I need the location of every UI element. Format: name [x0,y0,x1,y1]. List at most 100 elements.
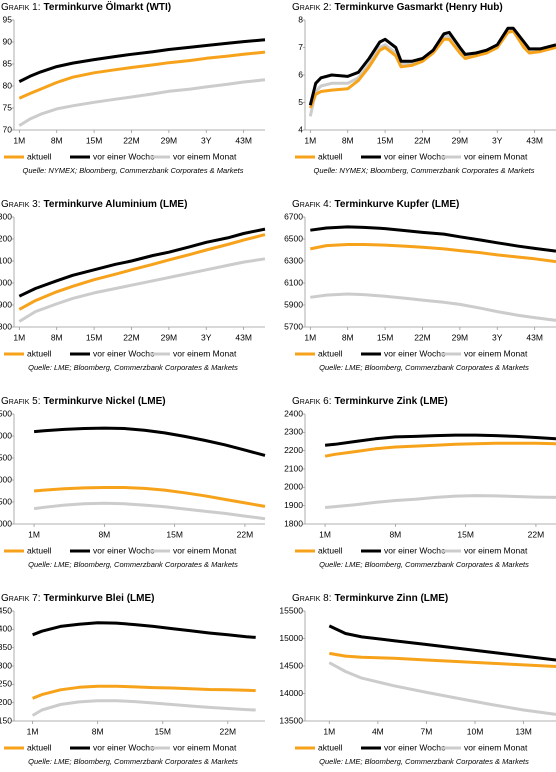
y-tick-label: 2000 [0,277,12,287]
x-tick-label: 3Y [201,135,212,145]
series-line [18,38,266,83]
y-tick-label: 14500 [279,660,303,670]
legend-label: vor einer Woche [384,742,446,752]
chart-label: Grafik 2: [292,2,332,13]
x-tick-label: 1M [304,135,316,145]
series-line [328,661,556,716]
chart: Grafik 5:Terminkurve Nickel (LME) 17000 17… [0,396,266,569]
y-tick-label: 15500 [279,605,303,615]
chart: Grafik 4: Terminkurve Kupfer (LME) 5700 590… [284,199,556,372]
y-tick-label: 6 [298,69,303,79]
y-tick-label: 15000 [279,633,303,643]
source-note: Quelle: LME; Bloomberg, Commerzbank Corp… [319,757,529,766]
legend-label: aktuell [27,151,52,161]
x-tick-label: 29M [452,332,469,342]
legend-label: aktuell [318,545,343,555]
y-tick-label: 70 [3,124,13,134]
series-line [309,243,556,264]
x-tick-label: 15M [86,332,103,342]
chart-title: Grafik 3: Terminkurve Aluminium (LME) [1,199,187,210]
y-tick-label: 2300 [0,211,12,221]
x-tick-label: 8M [51,332,63,342]
legend-label: vor einem Monat [464,742,528,752]
x-tick-label: 29M [161,135,178,145]
x-tick-label: 3Y [492,135,503,145]
y-tick-label: 90 [3,36,13,46]
chart-title-text: Terminkurve Zink (LME) [335,396,448,407]
series-line [33,426,266,457]
y-tick-label: 2400 [0,624,12,634]
x-tick-label: 22M [123,135,140,145]
y-tick-label: 5 [298,97,303,107]
series-line [324,441,556,458]
series-line [310,225,556,253]
x-tick-label: 22M [123,332,140,342]
y-tick-label: 6300 [284,255,303,265]
x-tick-label: 43M [526,135,543,145]
legend-label: vor einer Woche [93,742,155,752]
y-tick-label: 18000 [0,474,12,484]
series-line [31,699,256,717]
y-tick-label: 2350 [0,642,12,652]
y-tick-label: 6700 [284,211,303,221]
legend-label: aktuell [318,742,343,752]
y-tick-label: 2200 [0,697,12,707]
y-tick-label: 6100 [284,277,303,287]
chart-title-text: Terminkurve Ölmarkt (WTI) [44,0,172,13]
x-tick-label: 1M [28,529,40,539]
x-tick-label: 1M [304,332,316,342]
legend-label: vor einer Woche [93,348,155,358]
series-line [18,78,266,127]
chart-title: Grafik 2: Terminkurve Gasmarkt (Henry Hub… [292,2,503,13]
x-tick-label: 8M [92,726,104,736]
legend-label: aktuell [27,742,52,752]
legend-label: vor einer Woche [384,151,446,161]
chart-title: Grafik 8: Terminkurve Zinn (LME) [292,593,448,604]
y-tick-label: 13500 [279,715,303,725]
x-tick-label: 15M [457,529,474,539]
y-tick-label: 2000 [284,482,303,492]
chart: Grafik 7:Terminkurve Blei (LME) 2150 2200 2… [0,593,265,766]
x-tick-label: 7M [421,726,433,736]
series-line [32,684,256,700]
chart-title: Grafik 5: Terminkurve Nickel (LME) [1,396,166,407]
series-line [18,227,266,298]
legend-label: vor einem Monat [173,545,237,555]
legend-label: aktuell [318,348,343,358]
y-tick-label: 1900 [0,299,12,309]
source-note: Quelle: LME; Bloomberg, Commerzbank Corp… [28,363,238,372]
y-tick-label: 7 [298,42,303,52]
y-tick-label: 1800 [284,518,303,528]
x-tick-label: 15M [377,332,394,342]
x-tick-label: 3Y [492,332,503,342]
chart-title: Grafik 6: Terminkurve Zink (LME) [292,396,448,407]
y-tick-label: 2400 [284,408,303,418]
chart-title-text: Terminkurve Blei (LME) [44,593,155,604]
legend-label: vor einem Monat [464,545,528,555]
series-line [33,486,266,508]
series-line [308,29,556,109]
legend-label: aktuell [318,151,343,161]
y-tick-label: 2100 [0,255,12,265]
y-tick-label: 95 [3,14,13,24]
x-tick-label: 22M [414,332,431,342]
y-tick-label: 18500 [0,452,12,462]
y-tick-label: 2100 [284,463,303,473]
y-tick-label: 8 [298,14,303,24]
legend-label: vor einem Monat [173,742,237,752]
x-tick-label: 1M [27,726,39,736]
chart-label: Grafik 7: [1,593,41,604]
y-tick-label: 2250 [0,679,12,689]
series-line [32,621,256,639]
y-tick-label: 2450 [0,605,12,615]
x-tick-label: 1M [323,726,335,736]
y-tick-label: 80 [3,80,13,90]
y-tick-label: 5700 [284,321,303,331]
legend-label: vor einem Monat [173,348,237,358]
y-tick-label: 2300 [0,660,12,670]
x-tick-label: 10M [467,726,484,736]
x-tick-label: 8M [51,135,63,145]
y-tick-label: 17000 [0,518,12,528]
chart-title-text: Terminkurve Kupfer (LME) [335,199,460,210]
